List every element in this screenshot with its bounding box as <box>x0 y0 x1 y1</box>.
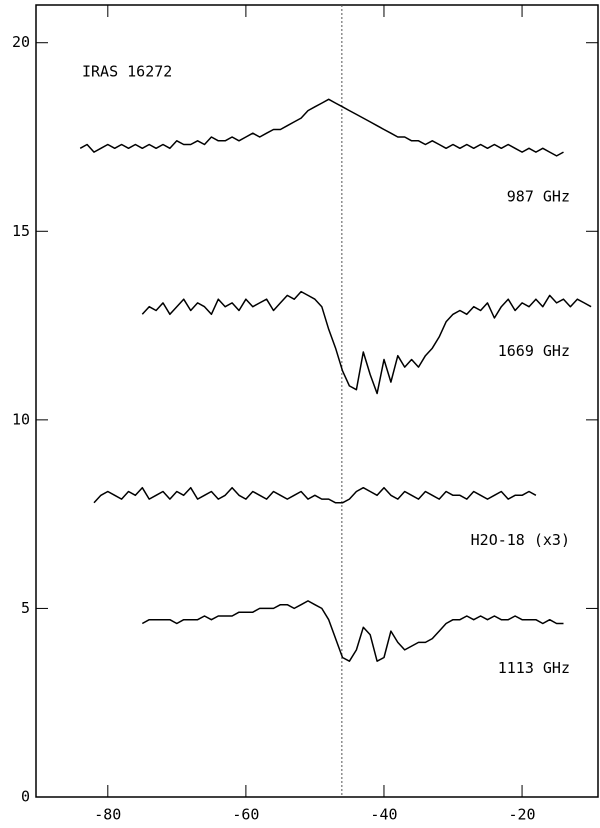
spectrum-line <box>93 486 537 504</box>
y-tick-label: 10 <box>12 410 30 428</box>
x-tick-label: -80 <box>94 806 121 824</box>
x-tick-label: -20 <box>509 806 536 824</box>
y-tick-label: 0 <box>21 788 30 806</box>
y-tick-label: 20 <box>12 33 30 51</box>
series-label: 987 GHz <box>507 188 570 206</box>
series-label: H2O-18 (x3) <box>471 531 570 549</box>
series-label: 1669 GHz <box>498 342 570 360</box>
y-tick-label: 5 <box>21 599 30 617</box>
x-tick-label: -60 <box>232 806 259 824</box>
spectrum-line <box>141 290 592 395</box>
plot-frame <box>35 4 599 798</box>
spectrum-line <box>141 600 564 662</box>
chart-title: IRAS 16272 <box>82 63 172 81</box>
series-label: 1113 GHz <box>498 659 570 677</box>
y-tick-label: 15 <box>12 222 30 240</box>
spectrum-line <box>79 98 564 157</box>
x-tick-label: -40 <box>370 806 397 824</box>
